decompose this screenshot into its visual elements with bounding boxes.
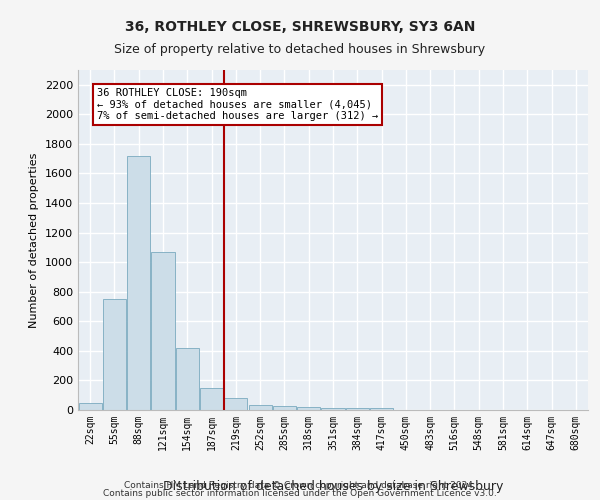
Bar <box>273 406 296 410</box>
Bar <box>224 398 247 410</box>
Text: Contains HM Land Registry data © Crown copyright and database right 2024.: Contains HM Land Registry data © Crown c… <box>124 480 476 490</box>
Y-axis label: Number of detached properties: Number of detached properties <box>29 152 40 328</box>
Text: Distribution of detached houses by size in Shrewsbury: Distribution of detached houses by size … <box>163 480 503 493</box>
Bar <box>151 252 175 410</box>
Bar <box>79 402 101 410</box>
Text: Contains public sector information licensed under the Open Government Licence v3: Contains public sector information licen… <box>103 489 497 498</box>
Bar <box>322 408 344 410</box>
Bar <box>103 299 126 410</box>
Bar <box>127 156 150 410</box>
Bar <box>248 405 272 410</box>
Bar <box>370 408 393 410</box>
Bar <box>200 388 223 410</box>
Bar <box>346 408 369 410</box>
Bar <box>176 348 199 410</box>
Text: 36, ROTHLEY CLOSE, SHREWSBURY, SY3 6AN: 36, ROTHLEY CLOSE, SHREWSBURY, SY3 6AN <box>125 20 475 34</box>
Text: Size of property relative to detached houses in Shrewsbury: Size of property relative to detached ho… <box>115 42 485 56</box>
Bar <box>297 407 320 410</box>
Text: 36 ROTHLEY CLOSE: 190sqm
← 93% of detached houses are smaller (4,045)
7% of semi: 36 ROTHLEY CLOSE: 190sqm ← 93% of detach… <box>97 88 378 121</box>
